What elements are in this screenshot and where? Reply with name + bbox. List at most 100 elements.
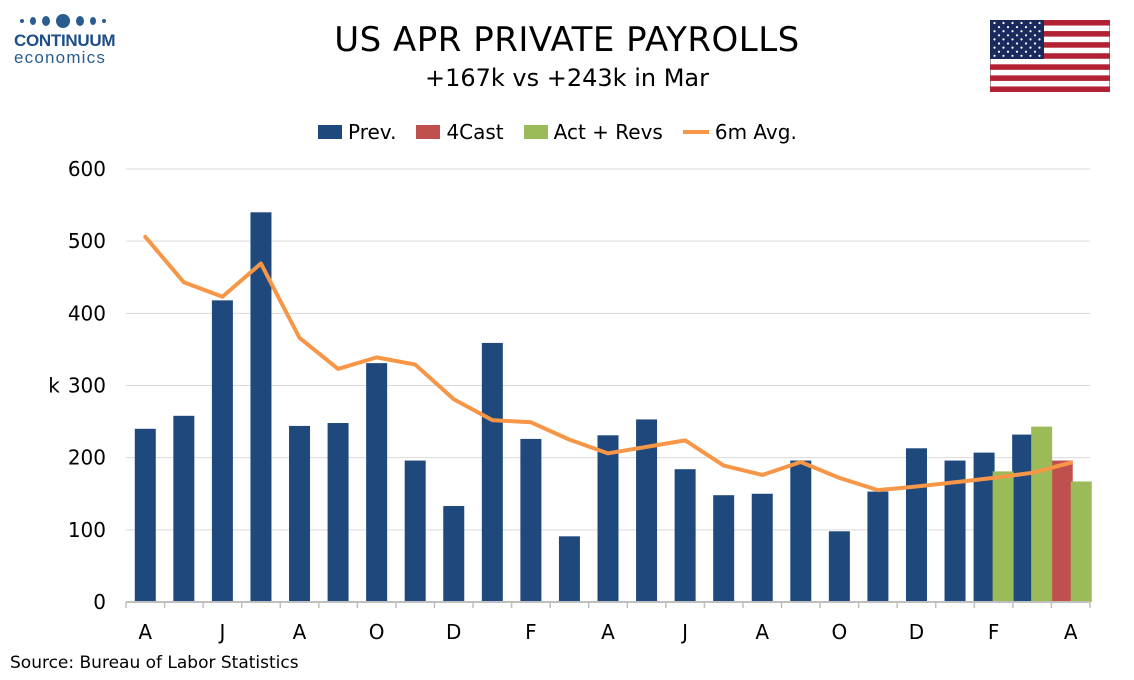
flag-star [993, 54, 996, 57]
flag-star [1020, 30, 1023, 33]
flag-star [1038, 30, 1041, 33]
flag-star [1020, 46, 1023, 49]
chart-subtitle: +167k vs +243k in Mar [424, 64, 709, 92]
bar-prev- [289, 425, 311, 602]
flag-star [1006, 26, 1010, 29]
flag-star [1002, 54, 1005, 57]
flag-star [1024, 26, 1028, 29]
bar-prev- [636, 419, 658, 602]
bar-act-revs [992, 471, 1014, 602]
flag-star [1038, 38, 1041, 41]
axis-layer [125, 601, 1091, 608]
legend-swatch-prev [318, 125, 342, 139]
bar-prev- [828, 531, 850, 602]
flag-star [1002, 30, 1005, 33]
bar-prev- [173, 415, 195, 602]
flag-star [1011, 38, 1014, 41]
bar-prev- [944, 460, 966, 602]
flag-star [1038, 54, 1041, 57]
legend-swatch-avg [682, 130, 709, 134]
flag-star [1033, 26, 1037, 29]
legend-label-prev: Prev. [348, 120, 397, 144]
x-tick-label: A [601, 620, 615, 644]
logo-dots [20, 14, 134, 28]
y-tick-label: 300 [68, 374, 106, 398]
flag-star [1033, 34, 1037, 37]
bar-prev- [674, 469, 696, 602]
bar-prev- [1012, 434, 1034, 602]
flag-star [997, 42, 1001, 45]
legend-item-avg: 6m Avg. [682, 120, 797, 144]
flag-star [1029, 38, 1032, 41]
flag-star [993, 30, 996, 33]
flag-star [997, 34, 1001, 37]
flag-star [1002, 46, 1005, 49]
flag-star [997, 26, 1001, 29]
flag-star [1015, 26, 1019, 29]
flag-star [1006, 42, 1010, 45]
x-tick-label: J [217, 620, 225, 644]
flag-star [1015, 50, 1019, 53]
bar-prev- [905, 448, 927, 602]
legend-item-prev: Prev. [318, 120, 396, 144]
bar-prev- [134, 428, 156, 602]
x-tick-label: J [680, 620, 688, 644]
flag-star [993, 21, 996, 25]
bar-prev- [327, 423, 349, 602]
flag-star [1006, 50, 1010, 53]
bar-prev- [713, 495, 735, 602]
x-tick-label: D [909, 620, 924, 644]
flag-star [1029, 46, 1032, 49]
flag-star [1020, 21, 1023, 25]
y-tick-labels: 0 100 200 300 400 500 600 k [48, 157, 106, 614]
legend-label-act: Act + Revs [553, 120, 663, 144]
bar-prev- [558, 536, 580, 602]
bar-prev- [443, 506, 465, 602]
line-layer [143, 234, 1073, 493]
x-tick-label: A [1064, 620, 1078, 644]
bar-prev- [404, 460, 426, 602]
flag-star [993, 46, 996, 49]
y-tick-label: 400 [68, 301, 106, 325]
flag-star [993, 38, 996, 41]
flag-star [1011, 46, 1014, 49]
line-6m-avg [143, 234, 1073, 493]
y-tick-label: 200 [68, 446, 106, 470]
flag-star [1029, 30, 1032, 33]
flag-star [1024, 42, 1028, 45]
bar-layer [134, 212, 1092, 603]
x-tick-label: A [755, 620, 769, 644]
us-flag-icon [990, 20, 1110, 92]
bar-4cast [1051, 460, 1073, 602]
x-tick-label: O [369, 620, 385, 644]
source-note: Source: Bureau of Labor Statistics [10, 653, 299, 673]
x-tick-label: D [446, 620, 461, 644]
x-tick-label: F [525, 620, 537, 644]
flag-star [1020, 38, 1023, 41]
y-tick-label: 0 [93, 590, 106, 614]
flag-star [1029, 21, 1032, 25]
bar-act-revs [1031, 426, 1053, 602]
legend-swatch-act [523, 125, 548, 139]
bar-prev- [520, 438, 542, 602]
flag-star [1038, 21, 1041, 25]
flag-star [1033, 50, 1037, 53]
flag-star [1002, 38, 1005, 41]
y-tick-label: 100 [68, 518, 106, 542]
legend-label-4cast: 4Cast [446, 120, 504, 144]
bar-act-revs [1070, 481, 1092, 602]
flag-star [1024, 50, 1028, 53]
flag-stripe [990, 20, 1110, 26]
bar-prev- [751, 493, 773, 602]
y-tick-label: 500 [68, 229, 106, 253]
bar-prev- [867, 491, 889, 602]
flag-star [997, 50, 1001, 53]
flag-star [1024, 34, 1028, 37]
bar-prev- [250, 212, 272, 603]
logo-brand-sub: economics [14, 48, 107, 67]
flag-star [1020, 54, 1023, 57]
x-tick-label: O [831, 620, 847, 644]
flag-star [1029, 54, 1032, 57]
flag-star [1002, 21, 1005, 25]
